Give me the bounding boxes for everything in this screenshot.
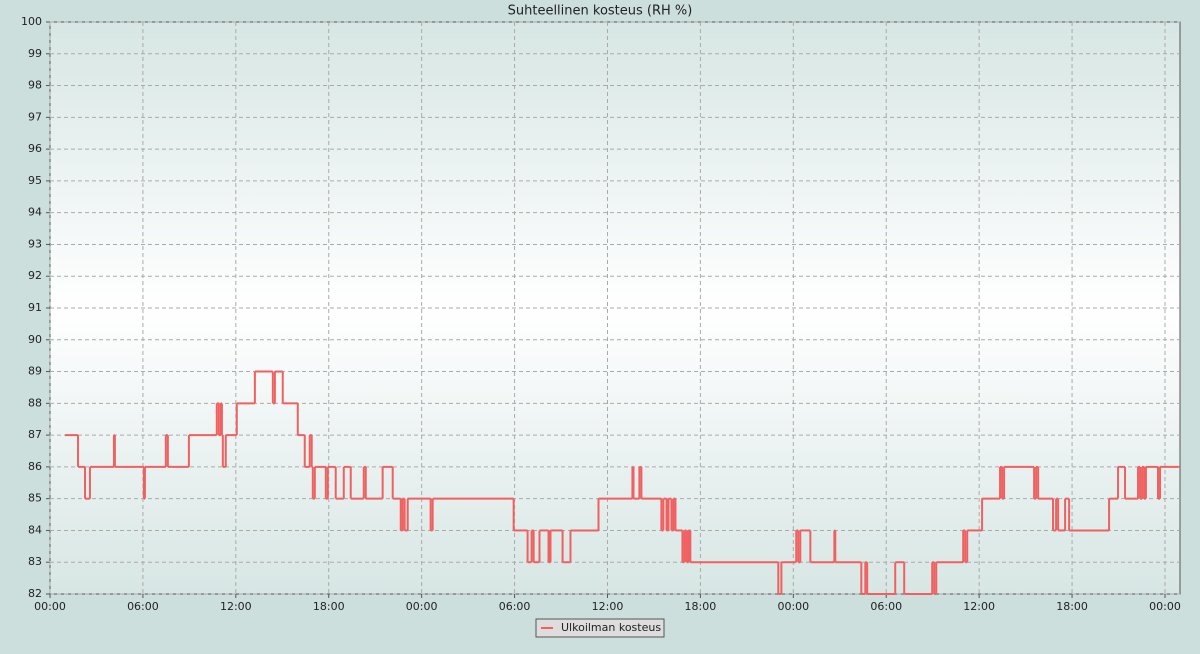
y-tick-label: 87	[28, 428, 42, 441]
y-tick-label: 96	[28, 142, 42, 155]
y-tick-label: 92	[28, 269, 42, 282]
y-tick-label: 89	[28, 365, 42, 378]
y-tick-label: 93	[28, 237, 42, 250]
legend-box	[535, 618, 665, 638]
y-tick-label: 97	[28, 110, 42, 123]
y-tick-label: 98	[28, 79, 42, 92]
y-tick-label: 86	[28, 460, 42, 473]
x-tick-label: 00:00	[406, 600, 438, 613]
y-tick-label: 91	[28, 301, 42, 314]
y-tick-label: 83	[28, 555, 42, 568]
y-tick-label: 90	[28, 333, 42, 346]
y-tick-label: 100	[21, 15, 42, 28]
y-tick-label: 82	[28, 587, 42, 600]
x-tick-label: 00:00	[34, 600, 66, 613]
x-tick-label: 18:00	[1056, 600, 1088, 613]
x-tick-label: 00:00	[777, 600, 809, 613]
x-tick-label: 18:00	[685, 600, 717, 613]
x-tick-label: 12:00	[592, 600, 624, 613]
x-tick-label: 12:00	[963, 600, 995, 613]
y-tick-label: 99	[28, 47, 42, 60]
chart-title: Suhteellinen kosteus (RH %)	[508, 4, 693, 19]
x-tick-label: 06:00	[127, 600, 159, 613]
y-tick-label: 84	[28, 523, 42, 536]
x-tick-label: 06:00	[870, 600, 902, 613]
y-tick-label: 88	[28, 396, 42, 409]
x-tick-label: 00:00	[1149, 600, 1181, 613]
x-tick-label: 12:00	[220, 600, 252, 613]
y-tick-label: 95	[28, 174, 42, 187]
y-tick-label: 85	[28, 492, 42, 505]
x-tick-label: 06:00	[499, 600, 531, 613]
y-tick-label: 94	[28, 206, 42, 219]
legend	[535, 618, 665, 638]
legend-label: Ulkoilman kosteus	[561, 621, 661, 634]
x-tick-label: 18:00	[313, 600, 345, 613]
